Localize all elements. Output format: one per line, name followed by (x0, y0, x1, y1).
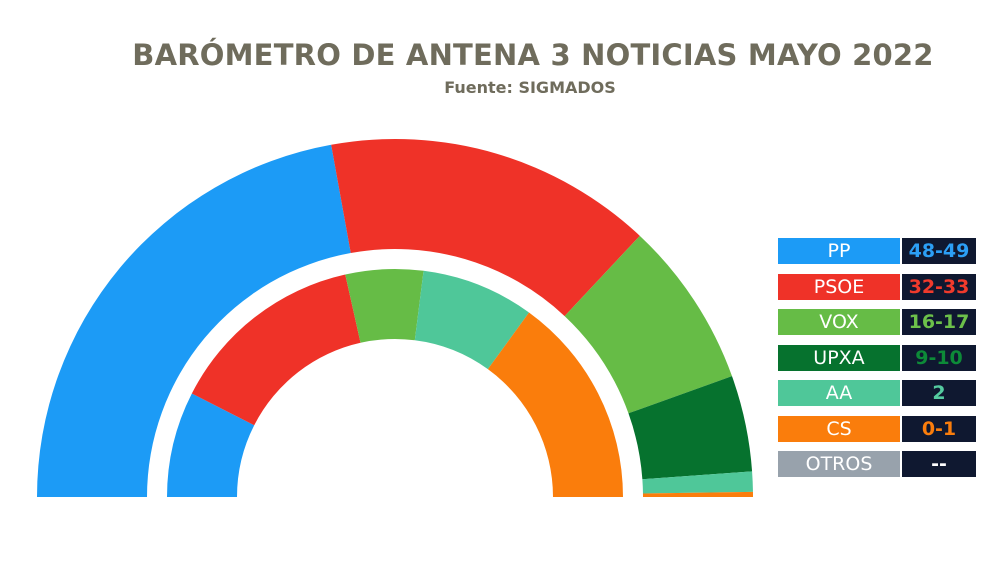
legend-seats-value: 0-1 (902, 415, 976, 442)
legend-seats-value: -- (902, 451, 976, 477)
slice-outer-psoe (331, 139, 640, 317)
legend-row-otros: OTROS -- (778, 451, 976, 477)
chart-source: Fuente: SIGMADOS (444, 78, 616, 97)
slice-outer-upxa (628, 376, 753, 480)
legend-seats-value: 9-10 (902, 344, 976, 371)
slice-inner-vox (345, 269, 424, 343)
legend-seats-value: 32-33 (902, 273, 976, 300)
legend-party-label: VOX (778, 309, 900, 335)
legend: PP 48-49 PSOE 32-33 VOX 16-17 UPXA 9-10 AA 2 CS 0-1… (778, 238, 976, 487)
slice-outer-cs (642, 491, 753, 497)
legend-party-label: UPXA (778, 344, 900, 371)
legend-row-psoe: PSOE 32-33 (778, 273, 976, 300)
legend-party-label: AA (778, 380, 900, 406)
inner-ring (167, 269, 623, 497)
slice-inner-cs (487, 312, 623, 497)
legend-seats-value: 16-17 (902, 309, 976, 335)
slice-inner-psoe (191, 274, 361, 426)
slice-outer-pp (37, 144, 351, 497)
slice-outer-aa (642, 471, 753, 494)
legend-row-vox: VOX 16-17 (778, 309, 976, 335)
legend-party-label: PSOE (778, 273, 900, 300)
slice-outer-vox (564, 235, 732, 414)
chart-title: BARÓMETRO DE ANTENA 3 NOTICIAS MAYO 2022 (132, 38, 934, 72)
legend-row-aa: AA 2 (778, 380, 976, 406)
slice-inner-pp (167, 393, 255, 497)
legend-party-label: CS (778, 415, 900, 442)
legend-row-cs: CS 0-1 (778, 415, 976, 442)
legend-seats-value: 2 (902, 380, 976, 406)
legend-row-upxa: UPXA 9-10 (778, 344, 976, 371)
legend-party-label: OTROS (778, 451, 900, 477)
legend-row-pp: PP 48-49 (778, 238, 976, 264)
legend-seats-value: 48-49 (902, 238, 976, 264)
legend-party-label: PP (778, 238, 900, 264)
slice-inner-aa (414, 270, 530, 370)
outer-ring (37, 139, 753, 497)
